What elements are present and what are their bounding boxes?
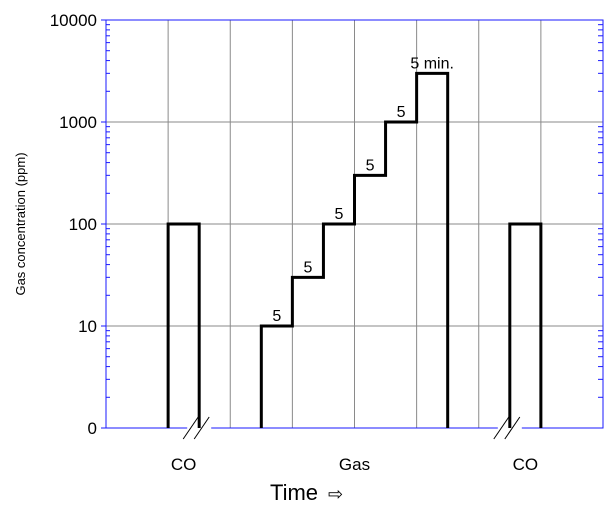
step-duration-label: 5 min. xyxy=(410,55,454,72)
co-pulse xyxy=(508,222,543,428)
step-annotations: 5 5 5 5 5 5 min. xyxy=(272,55,454,325)
category-labels: CO Gas CO xyxy=(171,455,538,474)
step-duration-label: 5 xyxy=(397,104,406,121)
axis-break-slash xyxy=(182,416,199,440)
step-duration-label: 5 xyxy=(366,157,375,174)
step-duration-label: 5 xyxy=(303,259,312,276)
y-tick-label: 10000 xyxy=(50,11,97,30)
y-tick-label: 1000 xyxy=(59,113,97,132)
y-tick-label: 10 xyxy=(78,317,97,336)
axis-break-slash xyxy=(504,416,521,440)
co-pulse xyxy=(166,222,201,428)
step-duration-label: 5 xyxy=(272,308,281,325)
y-tick-label: 100 xyxy=(69,215,97,234)
axis-break-slash xyxy=(193,416,210,440)
right-axis-minor-ticks xyxy=(106,24,603,398)
y-axis-label: Gas concentration (ppm) xyxy=(13,152,28,295)
step-duration-label: 5 xyxy=(335,206,344,223)
right-arrow-icon: ⇨ xyxy=(328,484,343,504)
axis-break-slash xyxy=(493,416,510,440)
step-series xyxy=(166,71,543,428)
x-axis-label: Time xyxy=(270,480,318,505)
y-tick-label: 0 xyxy=(88,419,97,438)
gas-staircase xyxy=(259,71,450,428)
y-tick-labels: 0 10 100 1000 10000 xyxy=(50,11,106,438)
category-label: CO xyxy=(513,455,539,474)
category-label: Gas xyxy=(339,455,370,474)
category-label: CO xyxy=(171,455,197,474)
